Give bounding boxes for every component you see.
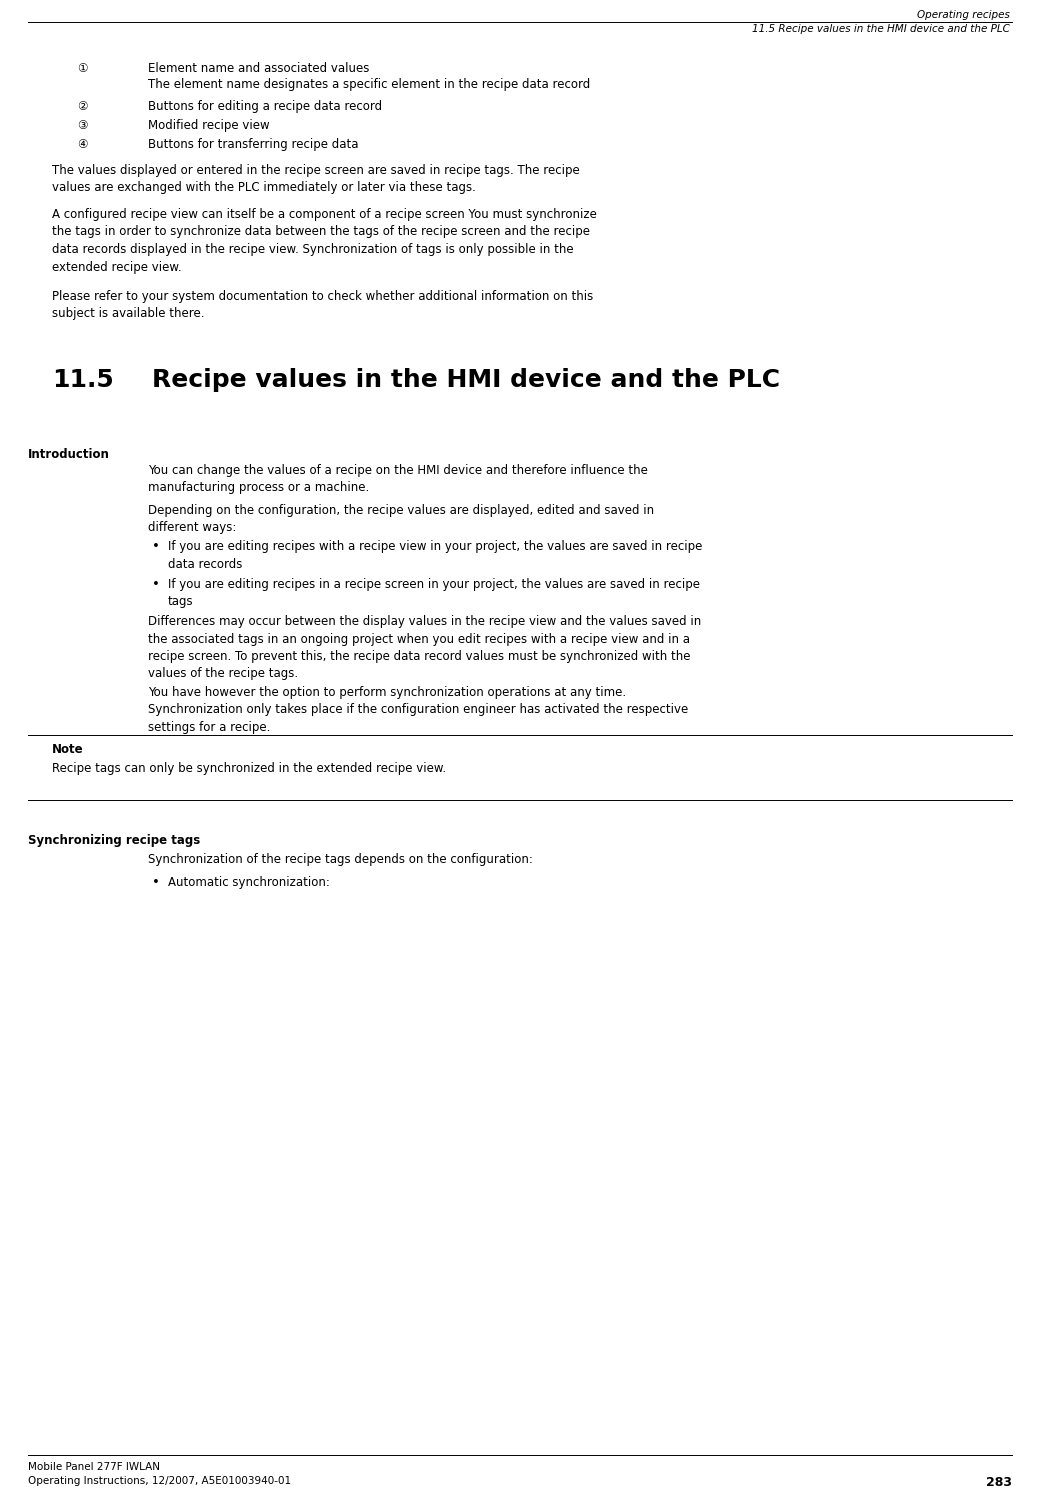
Text: You have however the option to perform synchronization operations at any time.
S: You have however the option to perform s… [148, 687, 688, 733]
Text: Modified recipe view: Modified recipe view [148, 119, 269, 131]
Text: ④: ④ [77, 137, 87, 151]
Text: Recipe tags can only be synchronized in the extended recipe view.: Recipe tags can only be synchronized in … [52, 762, 446, 776]
Text: ①: ① [77, 62, 87, 75]
Text: A configured recipe view can itself be a component of a recipe screen You must s: A configured recipe view can itself be a… [52, 208, 597, 273]
Text: Recipe values in the HMI device and the PLC: Recipe values in the HMI device and the … [152, 368, 780, 392]
Text: ②: ② [77, 100, 87, 113]
Text: Synchronization of the recipe tags depends on the configuration:: Synchronization of the recipe tags depen… [148, 853, 532, 866]
Text: Operating Instructions, 12/2007, A5E01003940-01: Operating Instructions, 12/2007, A5E0100… [28, 1476, 291, 1486]
Text: The element name designates a specific element in the recipe data record: The element name designates a specific e… [148, 78, 591, 91]
Text: Differences may occur between the display values in the recipe view and the valu: Differences may occur between the displa… [148, 616, 701, 681]
Text: Automatic synchronization:: Automatic synchronization: [168, 877, 330, 889]
Text: Buttons for transferring recipe data: Buttons for transferring recipe data [148, 137, 359, 151]
Text: Introduction: Introduction [28, 448, 110, 462]
Text: •: • [152, 578, 160, 592]
Text: 283: 283 [986, 1476, 1012, 1489]
Text: ③: ③ [77, 119, 87, 131]
Text: If you are editing recipes in a recipe screen in your project, the values are sa: If you are editing recipes in a recipe s… [168, 578, 700, 608]
Text: Element name and associated values: Element name and associated values [148, 62, 369, 75]
Text: •: • [152, 877, 160, 889]
Text: Depending on the configuration, the recipe values are displayed, edited and save: Depending on the configuration, the reci… [148, 504, 654, 534]
Text: Operating recipes: Operating recipes [917, 11, 1010, 20]
Text: •: • [152, 540, 160, 552]
Text: Buttons for editing a recipe data record: Buttons for editing a recipe data record [148, 100, 382, 113]
Text: The values displayed or entered in the recipe screen are saved in recipe tags. T: The values displayed or entered in the r… [52, 164, 579, 195]
Text: If you are editing recipes with a recipe view in your project, the values are sa: If you are editing recipes with a recipe… [168, 540, 702, 570]
Text: You can change the values of a recipe on the HMI device and therefore influence : You can change the values of a recipe on… [148, 463, 648, 495]
Text: 11.5: 11.5 [52, 368, 113, 392]
Text: Mobile Panel 277F IWLAN: Mobile Panel 277F IWLAN [28, 1462, 160, 1471]
Text: 11.5 Recipe values in the HMI device and the PLC: 11.5 Recipe values in the HMI device and… [752, 24, 1010, 35]
Text: Please refer to your system documentation to check whether additional informatio: Please refer to your system documentatio… [52, 290, 593, 320]
Text: Synchronizing recipe tags: Synchronizing recipe tags [28, 834, 201, 847]
Text: Note: Note [52, 742, 83, 756]
